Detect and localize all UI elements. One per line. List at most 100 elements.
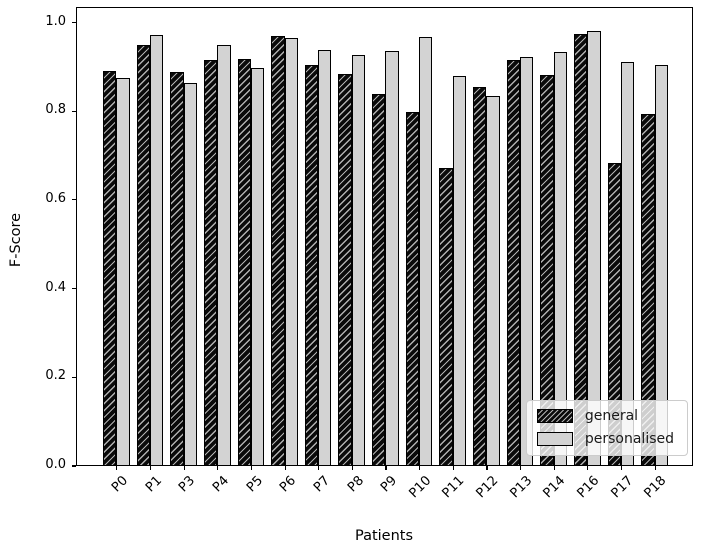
bar-general-p14	[540, 75, 554, 465]
x-tick-label-p10: P10	[406, 473, 434, 502]
legend-label-personalised: personalised	[584, 431, 674, 447]
bar-personalised-p0	[116, 77, 130, 465]
legend: general personalised	[525, 400, 688, 456]
x-tick-mark	[149, 466, 152, 470]
bar-general-p4	[203, 60, 218, 465]
y-tick-mark	[72, 288, 76, 290]
bar-personalised-p17	[620, 61, 635, 465]
x-tick-label-p18: P18	[641, 473, 670, 502]
y-tick-mark	[72, 465, 76, 467]
bar-group-p13: P13	[506, 8, 535, 501]
bar-general-p8	[338, 74, 352, 465]
bar-group-p1: P1	[136, 8, 165, 495]
y-tick-label: 0.6	[45, 190, 66, 206]
bar-general-p9	[372, 94, 386, 465]
bar-personalised-p13	[519, 56, 534, 465]
x-tick-label-p1: P1	[142, 473, 165, 496]
bar-general-p16	[573, 33, 588, 465]
bar-general-p1	[136, 44, 150, 465]
bar-general-p6	[271, 36, 285, 465]
x-tick-mark	[318, 466, 320, 470]
x-tick-label-p3: P3	[176, 473, 199, 496]
x-tick-mark	[116, 466, 118, 470]
y-tick-label: 1.0	[45, 13, 66, 29]
x-tick-label-p17: P17	[607, 473, 636, 502]
bar-group-p9: P9	[372, 8, 400, 495]
x-tick-label-p6: P6	[277, 473, 300, 496]
bar-general-p18	[641, 113, 655, 465]
x-tick-mark	[654, 466, 656, 470]
y-tick-label: 0.8	[45, 102, 66, 118]
x-tick-mark	[587, 466, 589, 470]
bar-personalised-p6	[284, 38, 298, 465]
y-tick-label: 0.0	[45, 457, 66, 472]
x-tick-mark	[452, 466, 454, 470]
x-tick-mark	[183, 466, 185, 470]
x-tick-mark	[419, 466, 421, 470]
x-tick-label-p4: P4	[210, 473, 233, 496]
bar-series-container: P0 P1 P3 P4 P5 P6 P7 P8 P9 P10 P11 P12 P13 P14 P16 P17 P…	[103, 8, 669, 501]
bar-personalised-p4	[217, 44, 231, 465]
x-axis-label: Patients	[354, 528, 414, 544]
legend-swatch-general	[536, 409, 573, 423]
bar-group-p12: P12	[473, 8, 501, 501]
x-tick-mark	[385, 466, 387, 470]
bar-group-p7: P7	[304, 8, 333, 495]
bar-personalised-p5	[250, 67, 265, 465]
x-tick-mark	[620, 466, 623, 470]
y-tick-mark	[72, 21, 76, 24]
plot-area: P0 P1 P3 P4 P5 P6 P7 P8 P9 P10 P11 P12 P13 P14 P16 P17 P…	[76, 7, 693, 501]
bar-general-p5	[237, 58, 251, 465]
x-tick-label-p11: P11	[439, 473, 468, 502]
x-tick-mark	[486, 466, 488, 470]
x-tick-mark	[553, 466, 555, 470]
bar-general-p0	[103, 70, 117, 465]
bar-general-p3	[170, 72, 184, 465]
legend-entry-general: general	[536, 408, 674, 424]
bar-general-p13	[506, 59, 520, 465]
y-tick-mark	[72, 376, 76, 378]
x-tick-label-p16: P16	[574, 473, 603, 502]
x-tick-label-p0: P0	[109, 473, 132, 496]
bar-group-p3: P3	[170, 8, 198, 495]
x-tick-mark	[217, 466, 219, 470]
y-tick-label: 0.4	[45, 279, 66, 295]
bar-group-p17: P17	[607, 8, 636, 501]
bar-general-p17	[607, 162, 621, 465]
y-tick-label: 0.2	[45, 368, 66, 384]
bar-group-p8: P8	[338, 8, 367, 495]
bar-group-p6: P6	[271, 8, 299, 495]
bar-personalised-p10	[419, 36, 433, 465]
y-tick-mark	[72, 110, 76, 112]
bar-personalised-p11	[452, 76, 466, 465]
bar-personalised-p16	[587, 31, 601, 465]
x-tick-label-p7: P7	[311, 473, 334, 496]
x-tick-mark	[284, 466, 286, 470]
x-tick-label-p5: P5	[243, 473, 266, 496]
x-tick-mark	[250, 466, 253, 470]
y-tick-mark	[72, 199, 76, 201]
bar-personalised-p3	[183, 83, 197, 465]
bar-personalised-p14	[553, 51, 567, 465]
x-tick-label-p8: P8	[344, 473, 367, 496]
bar-group-p10: P10	[405, 8, 434, 501]
x-tick-label-p12: P12	[473, 473, 502, 502]
bar-general-p11	[439, 168, 453, 465]
x-tick-label-p13: P13	[507, 473, 535, 502]
bar-general-p10	[405, 111, 420, 465]
bar-general-p7	[304, 64, 319, 465]
bar-group-p16: P16	[573, 8, 602, 501]
bar-group-p14: P14	[540, 8, 569, 501]
y-axis-label: F-Score	[8, 212, 24, 268]
bar-personalised-p9	[385, 50, 399, 465]
bar-personalised-p7	[318, 49, 332, 465]
bar-group-p4: P4	[203, 8, 232, 495]
bar-group-p11: P11	[439, 8, 468, 501]
bar-group-p18: P18	[641, 8, 669, 501]
bar-personalised-p12	[486, 96, 500, 465]
x-tick-label-p9: P9	[378, 473, 401, 496]
bar-group-p5: P5	[237, 8, 266, 495]
legend-entry-personalised: personalised	[536, 431, 674, 447]
bar-personalised-p1	[149, 35, 164, 465]
